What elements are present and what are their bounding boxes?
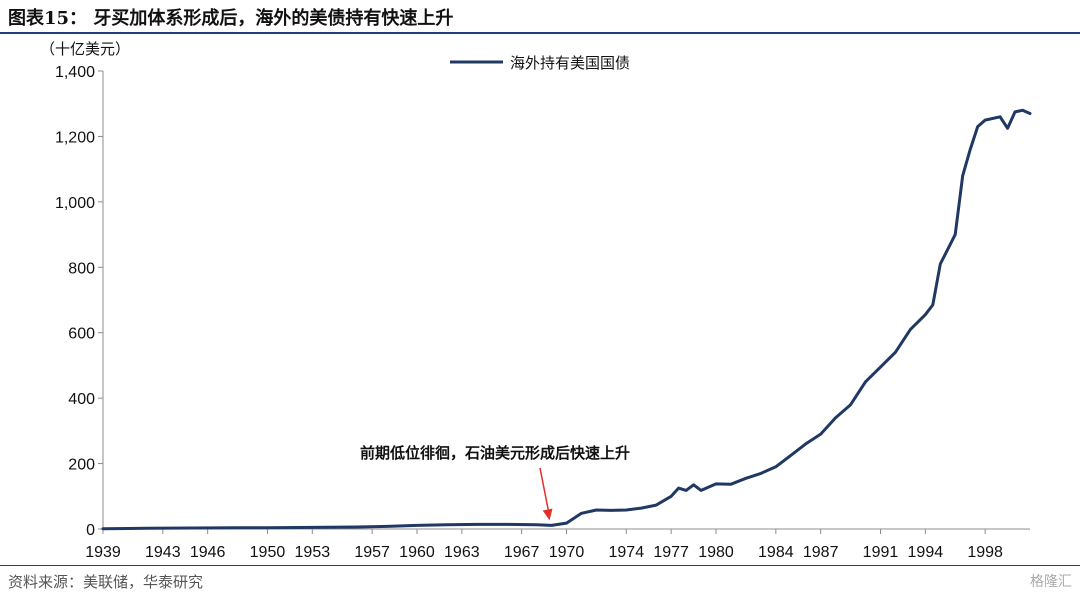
watermark-logo: 格隆汇 <box>1030 574 1072 590</box>
annotation-arrowhead <box>542 508 553 521</box>
source-note: 资料来源：美联储，华泰研究 <box>8 573 204 591</box>
x-tick-label: 1987 <box>803 544 839 561</box>
y-tick-label: 600 <box>68 326 95 343</box>
x-tick-label: 1943 <box>145 544 181 561</box>
y-tick-label: 800 <box>68 260 95 277</box>
x-tick-label: 1980 <box>698 544 734 561</box>
y-tick-label: 1,000 <box>55 195 95 212</box>
title-bar: 图表15： 牙买加体系形成后，海外的美债持有快速上升 <box>0 0 1080 34</box>
annotation-text: 前期低位徘徊，石油美元形成后快速上升 <box>360 444 630 462</box>
x-tick-label: 1970 <box>549 544 585 561</box>
x-tick-label: 1974 <box>609 544 645 561</box>
title-divider <box>0 32 1080 34</box>
x-tick-label: 1957 <box>354 544 390 561</box>
chart-title: 图表15： 牙买加体系形成后，海外的美债持有快速上升 <box>8 8 454 29</box>
legend-label: 海外持有美国国债 <box>510 54 630 72</box>
y-tick-label: 1,200 <box>55 129 95 146</box>
y-tick-label: 200 <box>68 457 95 474</box>
x-tick-label: 1994 <box>908 544 944 561</box>
x-tick-label: 1953 <box>295 544 331 561</box>
y-unit-label: （十亿美元） <box>40 40 130 58</box>
x-tick-label: 1991 <box>863 544 899 561</box>
footer-divider <box>0 565 1080 566</box>
y-tick-label: 0 <box>86 522 95 539</box>
x-tick-label: 1950 <box>250 544 286 561</box>
x-tick-label: 1963 <box>444 544 480 561</box>
x-tick-label: 1939 <box>85 544 121 561</box>
annotation-arrow <box>539 467 551 517</box>
x-tick-label: 1998 <box>967 544 1003 561</box>
y-tick-label: 400 <box>68 391 95 408</box>
x-tick-label: 1984 <box>758 544 794 561</box>
y-tick-label: 1,400 <box>55 64 95 81</box>
x-tick-label: 1946 <box>190 544 226 561</box>
x-tick-label: 1967 <box>504 544 540 561</box>
x-tick-label: 1977 <box>653 544 689 561</box>
series-line <box>101 108 1032 531</box>
line-chart: 0 200 400 600 800 1,000 1,200 1,400 1939 1943 1946… <box>40 40 1032 561</box>
x-tick-label: 1960 <box>399 544 435 561</box>
